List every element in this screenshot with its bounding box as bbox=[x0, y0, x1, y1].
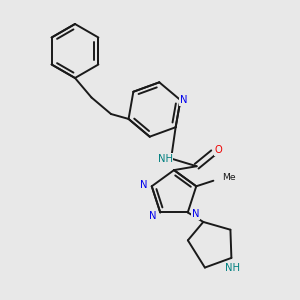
Text: Me: Me bbox=[222, 173, 236, 182]
Text: NH: NH bbox=[225, 262, 240, 272]
Text: N: N bbox=[140, 180, 147, 190]
Text: N: N bbox=[191, 209, 199, 219]
Text: NH: NH bbox=[158, 154, 172, 164]
Text: O: O bbox=[215, 145, 222, 155]
Text: N: N bbox=[180, 95, 187, 105]
Text: N: N bbox=[149, 211, 157, 221]
